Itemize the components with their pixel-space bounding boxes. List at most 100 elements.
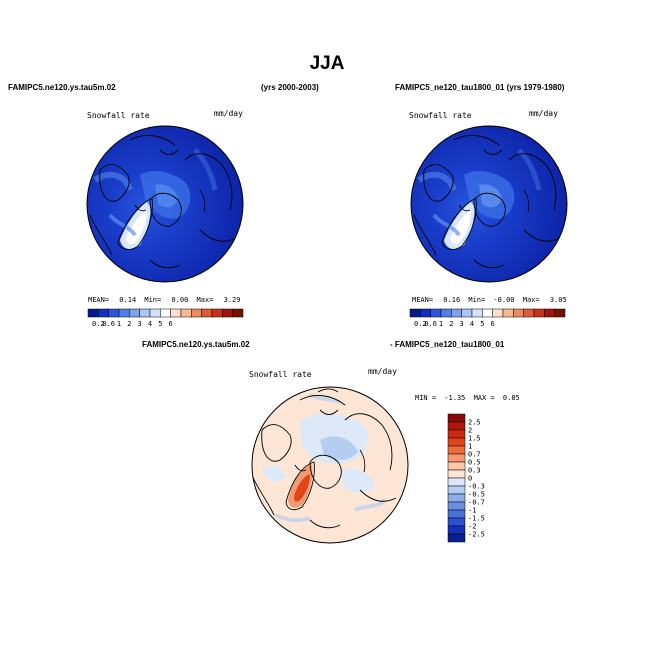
difference-colorbar-swatch xyxy=(447,485,466,495)
difference-colorbar-swatch xyxy=(447,445,466,455)
control-colorbar-swatch xyxy=(533,308,545,318)
difference-colorbar-swatch xyxy=(447,461,466,471)
control-colorbar-swatch xyxy=(492,308,504,318)
case-colorbar-tick-label: 2 xyxy=(127,320,131,328)
difference-colorbar-tick-label: -2 xyxy=(468,523,476,531)
case-colorbar-swatch xyxy=(87,308,99,318)
case-colorbar: 0.20.6 1 2 3 4 5 6 xyxy=(87,308,244,328)
case-colorbar-swatch xyxy=(211,308,223,318)
difference-colorbar-swatch xyxy=(447,525,466,535)
control-colorbar-tick-label: 6 xyxy=(491,320,495,328)
control-colorbar-swatch xyxy=(482,308,493,318)
control-colorbar-swatch xyxy=(513,308,524,318)
difference-colorbar-tick-label: 0.5 xyxy=(468,459,481,467)
case-label: FAMIPC5.ne120.ys.tau5m.02 xyxy=(8,83,116,92)
difference-colorbar-tick-label: 2 xyxy=(468,427,472,435)
difference-colorbar-tick-label: -0.5 xyxy=(468,491,485,499)
diff-variable: Snowfall rate xyxy=(249,370,312,379)
diff-max-value: 0.85 xyxy=(502,394,520,402)
case-colorbar-swatch xyxy=(160,308,171,318)
control-colorbar-swatch xyxy=(451,308,462,318)
difference-colorbar-tick-label: 1.5 xyxy=(468,435,481,443)
control-colorbar-swatch xyxy=(409,308,421,318)
control-min-label: Min= xyxy=(468,296,486,304)
control-min-value: -0.00 xyxy=(493,296,515,304)
difference-polar-map xyxy=(251,386,409,544)
case-min-label: Min= xyxy=(144,296,162,304)
case-colorbar-swatch xyxy=(170,308,182,318)
control-colorbar-swatch xyxy=(420,308,431,318)
case-colorbar-tick-label: 6 xyxy=(169,320,173,328)
difference-colorbar-swatch xyxy=(447,453,466,463)
control-label: FAMIPC5_ne120_tau1800_01 (yrs 1979-1980) xyxy=(395,83,565,92)
control-colorbar-swatch xyxy=(554,308,566,318)
control-mean-value: 0.16 xyxy=(443,296,461,304)
case-years: (yrs 2000-2003) xyxy=(261,83,319,92)
control-colorbar-tick-label: 3 xyxy=(460,320,464,328)
difference-colorbar-swatch xyxy=(447,517,466,527)
control-colorbar-swatch xyxy=(523,308,535,318)
diff-stats: MIN = -1.35 MAX = 0.85 xyxy=(415,394,520,402)
difference-colorbar-swatch xyxy=(447,421,466,431)
control-stats: MEAN= 0.16 Min= -0.00 Max= 3.05 xyxy=(412,296,567,304)
case-colorbar-swatch xyxy=(149,308,161,318)
case-colorbar-swatch xyxy=(222,308,233,318)
difference-colorbar-tick-label: 0.3 xyxy=(468,467,481,475)
control-max-label: Max= xyxy=(522,296,540,304)
case-polar-map xyxy=(86,125,244,283)
case-colorbar-swatch xyxy=(180,308,192,318)
case-colorbar-swatch xyxy=(108,308,120,318)
diff-max-label: MAX = xyxy=(473,394,495,402)
difference-colorbar-swatch xyxy=(447,437,466,447)
difference-colorbar-tick-label: -2.5 xyxy=(468,531,485,539)
case-colorbar-tick-label: 5 xyxy=(158,320,162,328)
control-variable: Snowfall rate xyxy=(409,111,472,120)
control-colorbar: 0.20.6 1 2 3 4 5 6 xyxy=(409,308,566,328)
difference-colorbar-swatch xyxy=(447,469,466,479)
difference-colorbar-tick-label: -0.3 xyxy=(468,483,485,491)
control-colorbar-tick-label: 5 xyxy=(480,320,484,328)
control-colorbar-swatch xyxy=(440,308,452,318)
case-colorbar-swatch xyxy=(139,308,151,318)
diff-label-left: FAMIPC5.ne120.ys.tau5m.02 xyxy=(142,340,250,349)
control-colorbar-swatch xyxy=(502,308,514,318)
control-colorbar-tick-label: 2 xyxy=(449,320,453,328)
case-mean-label: MEAN= xyxy=(88,296,110,304)
case-stats: MEAN= 0.14 Min= 0.00 Max= 3.29 xyxy=(88,296,240,304)
difference-colorbar-swatch xyxy=(447,477,466,487)
case-colorbar-swatch xyxy=(201,308,213,318)
diff-units: mm/day xyxy=(368,367,397,376)
control-colorbar-swatch xyxy=(544,308,555,318)
control-colorbar-swatch xyxy=(471,308,483,318)
difference-colorbar-tick-label: -1.5 xyxy=(468,515,485,523)
case-units: mm/day xyxy=(214,109,243,118)
case-colorbar-tick-label: 3 xyxy=(138,320,142,328)
control-colorbar-tick-label: 0.2 xyxy=(414,320,427,328)
difference-colorbar-tick-label: 2.5 xyxy=(468,419,481,427)
difference-colorbar-swatch xyxy=(447,493,466,503)
page-title: JJA xyxy=(309,53,345,74)
case-max-value: 3.29 xyxy=(223,296,241,304)
case-colorbar-swatch xyxy=(232,308,244,318)
case-min-value: 0.00 xyxy=(171,296,189,304)
difference-colorbar-tick-label: -0.7 xyxy=(468,499,485,507)
control-max-value: 3.05 xyxy=(549,296,567,304)
case-colorbar-swatch xyxy=(98,308,109,318)
control-colorbar-tick-label: 4 xyxy=(470,320,474,328)
difference-colorbar: 2.521.510.70.50.30-0.3-0.5-0.7-1-1.5-2-2… xyxy=(447,413,485,543)
case-colorbar-swatch xyxy=(191,308,202,318)
control-colorbar-swatch xyxy=(430,308,442,318)
difference-colorbar-tick-label: 0.7 xyxy=(468,451,481,459)
difference-colorbar-tick-label: 1 xyxy=(468,443,472,451)
diff-min-value: -1.35 xyxy=(444,394,466,402)
difference-colorbar-swatch xyxy=(447,429,466,439)
diff-min-label: MIN = xyxy=(415,394,437,402)
diff-label-right: - FAMIPC5_ne120_tau1800_01 xyxy=(390,340,505,349)
case-colorbar-swatch xyxy=(118,308,130,318)
case-mean-value: 0.14 xyxy=(119,296,137,304)
control-colorbar-swatch xyxy=(461,308,473,318)
case-colorbar-tick-label: 0.2 xyxy=(92,320,105,328)
case-max-label: Max= xyxy=(196,296,214,304)
difference-colorbar-swatch xyxy=(447,413,466,423)
